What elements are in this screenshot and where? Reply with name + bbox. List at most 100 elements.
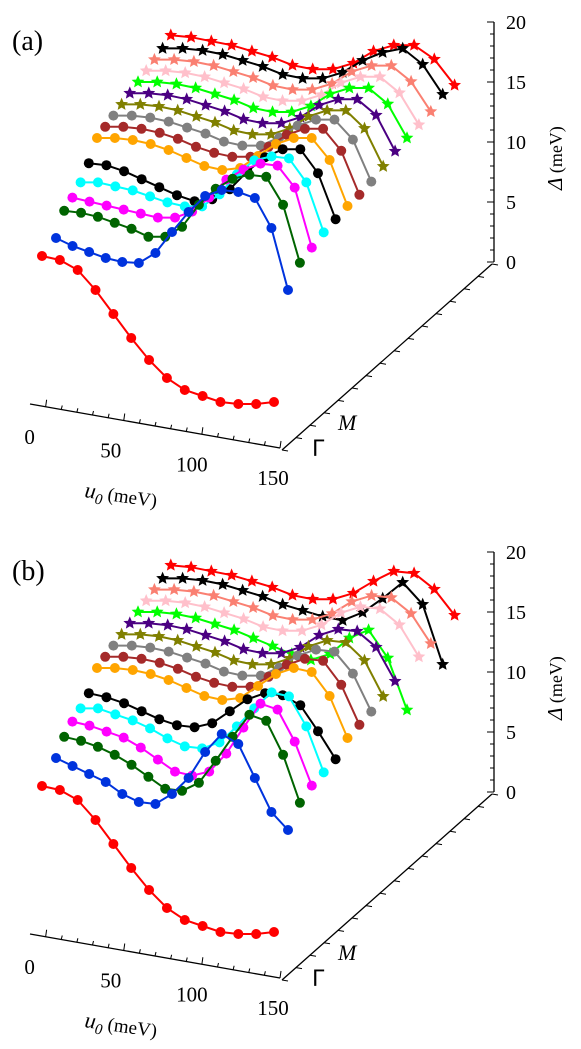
data-point-star — [339, 103, 353, 116]
data-point-star — [305, 612, 319, 626]
data-point — [179, 915, 190, 925]
data-point — [249, 773, 260, 783]
data-point — [283, 691, 294, 702]
u0-axis-tick — [60, 405, 63, 410]
data-point-star — [265, 580, 279, 593]
series-line — [80, 691, 325, 773]
data-point — [209, 677, 220, 688]
data-point-star — [178, 595, 192, 609]
u0-axis-tick — [217, 432, 219, 438]
data-point — [136, 653, 147, 664]
k-axis-tick — [449, 830, 457, 833]
data-point-star — [396, 575, 410, 588]
data-point — [110, 709, 121, 720]
data-point-star — [320, 103, 334, 116]
data-point-star — [353, 69, 367, 83]
data-point-star — [266, 608, 280, 622]
data-point-star — [416, 597, 430, 610]
delta-tick-label: 10 — [506, 132, 526, 154]
data-point — [227, 173, 238, 184]
data-point — [179, 741, 190, 752]
u0-tick-label: 150 — [257, 996, 289, 1020]
data-point — [311, 644, 322, 655]
u0-tick-label: 0 — [24, 955, 35, 979]
k-axis-tick — [323, 942, 331, 945]
k-tick-label: Γ — [312, 437, 325, 462]
data-point — [217, 695, 228, 705]
data-point-star — [331, 622, 345, 635]
data-point — [288, 663, 299, 673]
data-point — [266, 223, 277, 233]
data-point-star — [404, 606, 418, 620]
data-point — [101, 160, 112, 171]
data-point-star — [345, 64, 359, 78]
series-9 — [115, 627, 390, 702]
data-point — [342, 733, 353, 743]
data-point — [92, 177, 103, 188]
data-point — [54, 785, 65, 795]
delta-tick-label: 5 — [506, 722, 516, 744]
data-point — [294, 257, 305, 268]
k-axis-tick — [281, 449, 289, 452]
data-point — [59, 731, 70, 742]
data-point-star — [184, 30, 198, 43]
data-point — [193, 777, 204, 788]
data-point — [217, 165, 228, 175]
data-point — [135, 742, 146, 753]
data-point — [233, 739, 244, 749]
data-point — [199, 691, 210, 701]
data-point — [110, 181, 121, 192]
data-point-star — [436, 657, 450, 670]
series-11 — [131, 605, 414, 716]
data-point — [289, 736, 300, 747]
data-point — [136, 706, 147, 717]
data-point — [126, 333, 137, 343]
data-point — [200, 191, 211, 201]
data-point-star — [358, 121, 371, 134]
data-point — [251, 929, 262, 939]
data-point — [197, 391, 208, 401]
data-point — [277, 144, 288, 155]
data-point — [118, 651, 129, 662]
data-point — [145, 642, 156, 653]
data-point-star — [169, 607, 183, 620]
data-point — [306, 780, 317, 791]
data-point-star — [285, 105, 299, 118]
data-point-star — [178, 65, 192, 79]
data-point — [162, 197, 173, 208]
data-point-star — [265, 50, 279, 63]
data-point-star — [171, 103, 185, 116]
data-point-star — [245, 657, 259, 670]
data-point — [283, 825, 293, 835]
series-2 — [59, 709, 305, 808]
u0-axis-sub: 0 — [94, 492, 104, 509]
data-point — [83, 688, 94, 699]
k-axis-tick — [295, 437, 303, 440]
delta-tick-label: 15 — [506, 72, 526, 94]
series-10 — [123, 86, 402, 157]
data-point — [108, 640, 119, 651]
u0-axis-tick — [107, 943, 110, 948]
k-axis-tick — [365, 375, 373, 378]
u0-axis-var: u — [83, 1007, 97, 1033]
delta-tick-label: 10 — [506, 662, 526, 684]
data-point-star — [225, 568, 239, 581]
data-point — [255, 670, 266, 681]
data-point-star — [412, 650, 426, 663]
data-point-star — [115, 627, 129, 640]
data-point-star — [152, 629, 166, 642]
data-point-star — [312, 628, 326, 641]
data-point — [179, 385, 190, 395]
k-tick-label: M — [337, 410, 358, 435]
data-point — [218, 666, 229, 677]
data-point-star — [237, 642, 250, 655]
data-point-star — [159, 593, 173, 607]
data-point-star — [436, 87, 450, 100]
data-point-star — [246, 600, 260, 614]
data-point-star — [301, 109, 315, 122]
data-point-star — [400, 703, 414, 716]
data-point — [324, 691, 335, 701]
u0-axis-tick — [123, 943, 126, 951]
